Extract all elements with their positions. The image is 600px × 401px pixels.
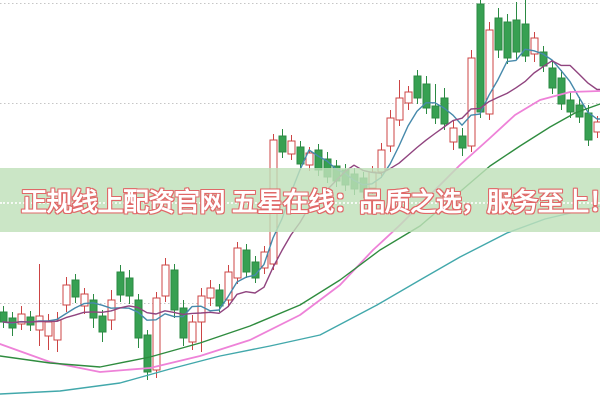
candle-down (548, 67, 557, 89)
candle-down (0, 311, 8, 323)
candle-down (494, 17, 503, 51)
candle-up (404, 91, 413, 104)
candle-up (449, 127, 458, 143)
candle-down (476, 3, 485, 113)
candle-down (71, 279, 80, 298)
candle-up (485, 29, 494, 115)
candle-up (188, 321, 197, 343)
candle-up (17, 313, 26, 325)
candle-down (557, 77, 566, 105)
candle-up (80, 293, 89, 307)
promo-banner: 正规线上配资官网 五星在线：品质之选，服务至上！ (0, 168, 600, 232)
candle-down (89, 299, 98, 319)
candle-down (521, 23, 530, 57)
candle-up (467, 57, 476, 147)
candle-up (233, 247, 242, 279)
promo-banner-text: 正规线上配资官网 五星在线：品质之选，服务至上！ (21, 186, 600, 217)
candles-group (0, 0, 600, 380)
candle-up (62, 284, 71, 306)
candle-up (305, 152, 314, 166)
candle-down (26, 316, 35, 326)
ma-fast-line (2, 48, 600, 324)
candle-down (179, 307, 188, 339)
candle-up (386, 117, 395, 147)
candle-down (431, 105, 440, 119)
candle-up (53, 319, 62, 341)
candle-down (314, 149, 323, 171)
ma-pink-line (0, 90, 600, 373)
candle-down (296, 146, 305, 165)
candle-down (278, 135, 287, 153)
candle-down (458, 135, 467, 149)
candle-up (152, 297, 161, 371)
candle-up (206, 287, 215, 299)
candle-down (98, 315, 107, 333)
candle-down (584, 112, 593, 141)
candle-down (143, 334, 152, 373)
ma-green-line (0, 103, 600, 368)
candle-down (134, 299, 143, 339)
ma-cyan-line (0, 205, 600, 395)
candle-up (287, 140, 296, 155)
candle-down (422, 83, 431, 109)
candle-down (413, 75, 422, 99)
candle-up (395, 97, 404, 121)
candle-down (512, 19, 521, 53)
candle-down (170, 269, 179, 311)
candle-down (566, 99, 575, 113)
candle-up (161, 264, 170, 297)
candle-down (116, 271, 125, 296)
candle-down (242, 249, 251, 273)
candle-up (593, 121, 600, 133)
candle-down (215, 289, 224, 307)
banner-gridline-dots (0, 202, 600, 204)
candle-down (503, 21, 512, 59)
candle-up (44, 321, 53, 337)
candle-up (260, 251, 269, 269)
candle-up (197, 295, 206, 323)
candle-up (224, 271, 233, 301)
candle-up (35, 315, 44, 331)
candle-down (125, 277, 134, 297)
candle-up (530, 37, 539, 55)
